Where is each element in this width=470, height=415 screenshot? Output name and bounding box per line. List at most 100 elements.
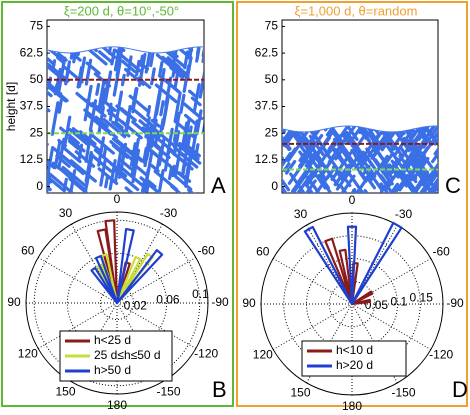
branch	[74, 150, 96, 168]
panel-title: ξ=1,000 d, θ=random	[295, 3, 418, 18]
y-tick-label: 0	[271, 179, 278, 193]
branch	[97, 167, 119, 186]
branch	[47, 80, 63, 96]
branch	[120, 59, 137, 74]
branch	[340, 155, 360, 181]
panel-label: A	[211, 173, 226, 198]
r-grid	[66, 252, 168, 354]
branch	[304, 182, 318, 193]
r-grid	[328, 280, 376, 328]
branch	[47, 164, 53, 184]
branch	[388, 188, 397, 193]
theta-tick-label: -150	[156, 384, 180, 398]
rose-petal	[96, 228, 119, 305]
legend-label: 25 d≤h≤50 d	[94, 348, 161, 362]
branch	[406, 152, 415, 163]
theta-tick-label: 120	[18, 347, 38, 361]
branch	[154, 93, 162, 116]
rose-petal	[303, 225, 354, 306]
rose-petal	[90, 266, 119, 305]
theta-tick-label: -30	[160, 206, 178, 220]
rose-petal	[115, 228, 135, 305]
r-grid	[33, 219, 201, 387]
theta-grid	[116, 257, 197, 304]
branch	[159, 100, 165, 117]
branch	[412, 152, 434, 182]
branch	[67, 136, 86, 153]
branch	[358, 171, 368, 183]
branch	[82, 163, 92, 193]
branch	[124, 186, 140, 193]
branch	[172, 111, 181, 143]
branch	[398, 171, 421, 193]
branch	[69, 169, 77, 193]
y-tick-label: 62.5	[20, 45, 44, 59]
branch	[67, 139, 80, 151]
branch	[188, 89, 198, 99]
branch	[93, 148, 118, 170]
branch	[96, 120, 119, 140]
theta-tick-label: 150	[55, 384, 75, 398]
branch	[381, 163, 395, 181]
branch	[150, 164, 160, 173]
branch	[47, 46, 56, 66]
branch	[416, 182, 429, 193]
branch	[390, 125, 412, 138]
theta-grid	[37, 257, 118, 304]
branch	[149, 51, 155, 68]
theta-tick-label: -90	[446, 296, 464, 310]
branch	[102, 145, 108, 159]
branch	[47, 169, 65, 192]
theta-grid	[272, 258, 353, 305]
branch	[282, 129, 292, 151]
branch	[289, 172, 311, 193]
rose-petal	[94, 254, 119, 305]
branch	[138, 61, 150, 71]
branch	[340, 132, 351, 145]
branch	[365, 175, 377, 190]
branch	[131, 148, 141, 184]
branch	[85, 46, 108, 66]
branch	[433, 142, 438, 156]
branch	[173, 140, 202, 165]
branch	[172, 61, 189, 76]
branch	[107, 46, 116, 55]
branch	[95, 82, 101, 96]
branch	[195, 46, 201, 63]
branch	[169, 66, 185, 80]
branch	[282, 172, 291, 192]
branch	[55, 154, 71, 168]
branch	[424, 125, 438, 145]
branch	[130, 154, 138, 177]
branch	[47, 168, 74, 193]
branch	[346, 169, 369, 193]
branch	[184, 113, 198, 126]
branch	[433, 125, 438, 139]
y-tick-label: 0	[36, 179, 43, 193]
branch	[185, 56, 193, 80]
branch	[431, 143, 438, 164]
branch	[167, 166, 173, 181]
branch	[379, 174, 388, 185]
branch	[339, 156, 348, 168]
branch	[384, 142, 407, 173]
branch	[368, 171, 384, 192]
theta-tick-label: -60	[433, 245, 451, 259]
rose-petal	[324, 237, 354, 306]
branch	[69, 159, 97, 183]
theta-grid	[37, 302, 118, 349]
branch	[114, 120, 124, 130]
branch	[120, 73, 126, 87]
theta-tick-label: 90	[242, 296, 256, 310]
front-line	[281, 125, 439, 133]
branch	[325, 125, 338, 137]
branch	[363, 188, 372, 193]
branch	[309, 173, 331, 193]
branch	[113, 146, 123, 183]
branch	[157, 137, 166, 167]
front-line	[46, 46, 204, 54]
branch	[351, 188, 364, 193]
rose-petal	[115, 249, 164, 305]
y-tick-label: 50	[30, 72, 44, 86]
y-tick-label: 37.5	[255, 99, 279, 113]
